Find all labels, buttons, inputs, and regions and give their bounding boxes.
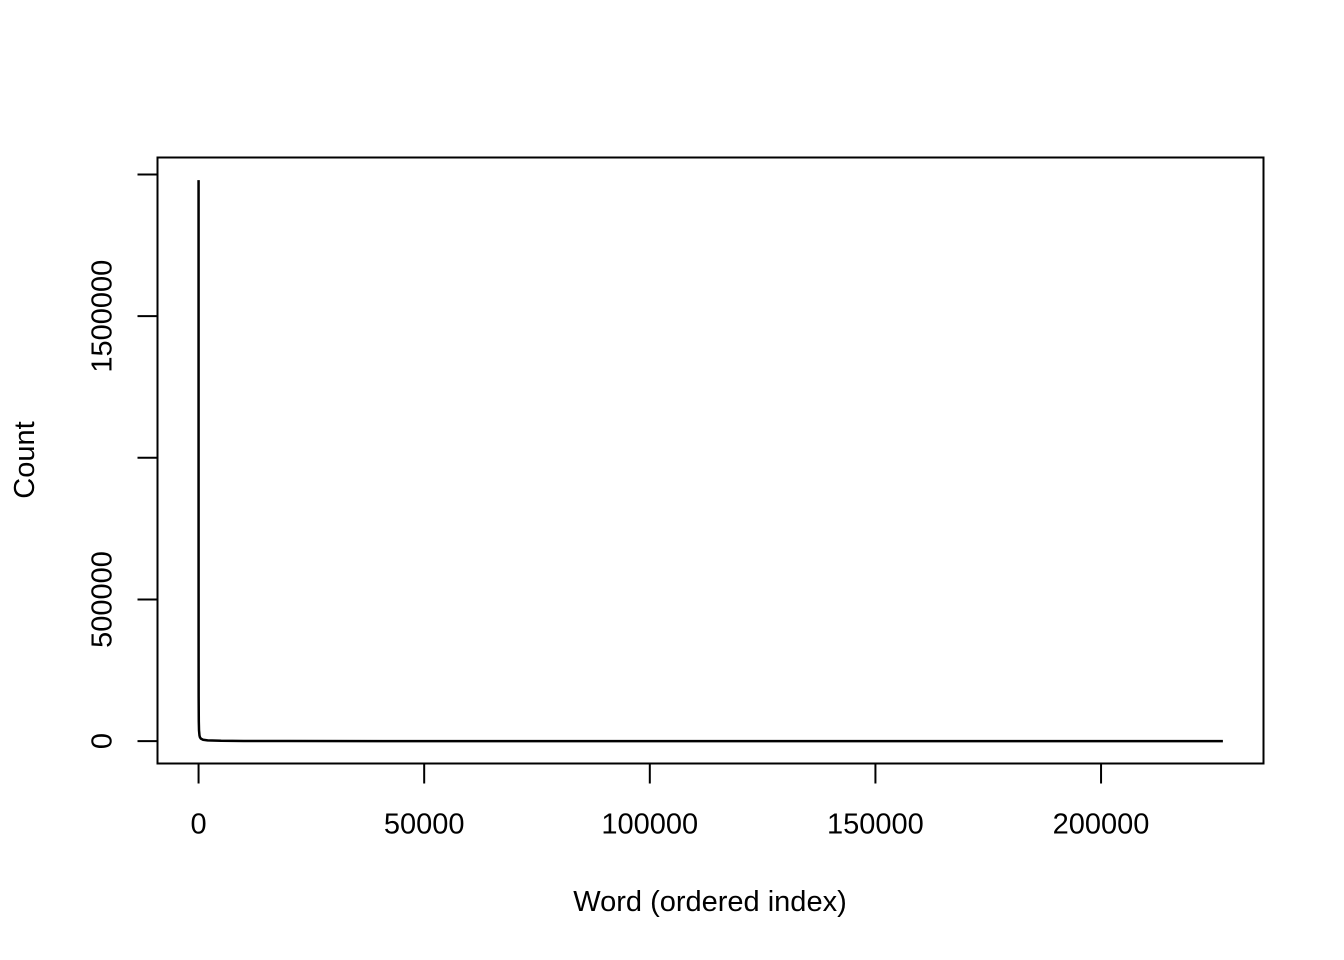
x-tick-label: 200000 bbox=[1053, 809, 1150, 841]
series-layer bbox=[197, 180, 1223, 743]
y-tick-label: 0 bbox=[87, 733, 119, 749]
y-axis: 0 500000 1500000 bbox=[87, 173, 159, 749]
x-tick-label: 0 bbox=[190, 809, 206, 841]
x-tick-label: 50000 bbox=[384, 809, 465, 841]
y-tick-label: 1500000 bbox=[87, 260, 119, 373]
x-tick-label: 150000 bbox=[827, 809, 924, 841]
x-axis-title: Word (ordered index) bbox=[573, 886, 846, 918]
y-tick-label: 500000 bbox=[87, 551, 119, 648]
x-tick-label: 100000 bbox=[601, 809, 698, 841]
x-axis: 0 50000 100000 150000 200000 bbox=[190, 762, 1150, 841]
y-axis-title: Count bbox=[9, 421, 41, 498]
series-line bbox=[197, 180, 1223, 743]
